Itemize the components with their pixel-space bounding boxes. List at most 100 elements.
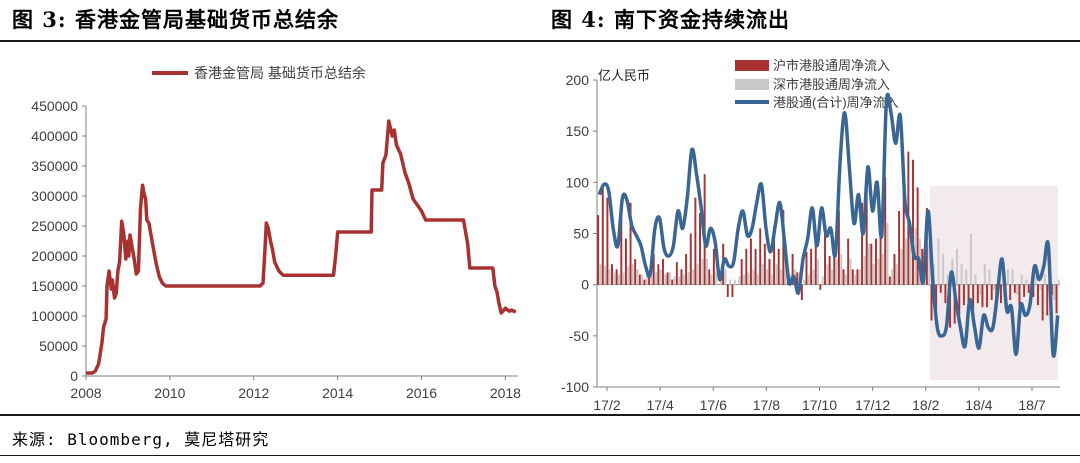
- chart2-bar-sh: [643, 279, 646, 285]
- chart2-bar-sh: [902, 177, 905, 285]
- chart2-x-tick-label: 17/4: [647, 397, 674, 413]
- chart2-bar-sz: [1016, 284, 1019, 295]
- chart2-bar-sz: [724, 269, 727, 285]
- chart2-bar-sh: [810, 248, 813, 285]
- chart2-legend-label-total: 港股通(合计)周净流入: [773, 95, 899, 110]
- chart2-bar-sz: [780, 269, 783, 285]
- chart2-unit-label: 亿人民币: [598, 68, 650, 83]
- chart2-bar-sh: [865, 172, 868, 285]
- chart2-y-tick-label: -50: [569, 328, 589, 344]
- chart2-bar-sz: [826, 264, 829, 285]
- chart2-bar-sh: [800, 284, 803, 301]
- chart2-bar-sz: [668, 272, 671, 285]
- chart2-bar-sz: [706, 259, 708, 285]
- chart2-bar-sh: [685, 253, 688, 285]
- chart2-bar-sh: [814, 238, 817, 285]
- chart1-x-tick-label: 2010: [154, 385, 185, 401]
- chart2-y-tick-label: 0: [581, 277, 589, 293]
- chart2-bar-sh: [661, 259, 664, 285]
- chart2-bar-sh: [870, 243, 873, 285]
- chart2-bar-sz: [844, 274, 847, 285]
- chart2-legend-swatch-sh: [735, 60, 769, 71]
- chart2-bar-sz: [710, 274, 713, 285]
- chart2-bar-sz: [1057, 279, 1060, 285]
- chart2-x-tick-label: 18/2: [912, 397, 939, 413]
- chart1-y-tick-label: 200000: [31, 248, 78, 264]
- chart2-bar-sh: [666, 272, 669, 285]
- chart2-bar-sh: [773, 233, 776, 285]
- chart2-bar-sz: [761, 264, 764, 285]
- chart2-bar-sz: [854, 274, 857, 285]
- chart2-bar-sz: [1025, 279, 1028, 285]
- chart2-bar-sz: [645, 276, 648, 285]
- chart2-bar-sh: [939, 284, 942, 293]
- chart2-bar-sz: [942, 253, 945, 285]
- chart2-bar-sh: [1027, 284, 1030, 293]
- chart2-bar-sz: [891, 269, 894, 285]
- chart1-x-tick-label: 2014: [322, 385, 353, 401]
- chart1-y-tick-label: 150000: [31, 278, 78, 294]
- chart2-bar-sz: [909, 233, 912, 285]
- chart2-bar-sz: [756, 274, 759, 285]
- chart2-bar-sz: [956, 248, 958, 285]
- chart2-y-tick-label: 50: [573, 226, 589, 242]
- chart2-bar-sz: [858, 269, 861, 285]
- figure3-title: 图 3: 香港金管局基础货币总结余: [12, 7, 339, 32]
- chart2-bar-sh: [759, 228, 762, 285]
- chart2-bar-sz: [960, 264, 963, 285]
- chart2-bar-sz: [965, 269, 968, 285]
- chart2-bar-sz: [673, 276, 676, 285]
- chart2-bar-sz: [937, 238, 940, 285]
- chart2-x-tick-label: 17/10: [802, 397, 837, 413]
- chart2-legend-label-sz: 深市港股通周净流入: [773, 77, 890, 92]
- chart2-bar-sz: [641, 274, 644, 285]
- chart2-bar-sh: [916, 187, 919, 285]
- chart2-bar-sh: [1055, 284, 1058, 314]
- chart2-bar-sz: [993, 284, 996, 290]
- chart2-bar-sz: [807, 274, 810, 285]
- chart2-bar-sh: [990, 284, 993, 301]
- chart2-bar-sh: [805, 251, 808, 285]
- chart2-y-tick-label: -100: [561, 379, 589, 395]
- chart1-y-tick-label: 250000: [31, 218, 78, 234]
- chart2-bar-sh: [611, 264, 614, 285]
- chart2-bar-sh: [861, 202, 864, 285]
- chart2-bar-sh: [601, 187, 604, 285]
- chart2-bar-sh: [981, 284, 984, 308]
- chart2-bar-sh: [851, 269, 854, 285]
- chart2-bar-sz: [928, 243, 931, 285]
- chart2-bar-sh: [638, 274, 641, 285]
- chart2-bar-sh: [898, 210, 901, 285]
- chart2-bar-sz: [696, 264, 699, 285]
- chart2-bar-sz: [747, 272, 750, 285]
- chart2-bar-sz: [983, 264, 986, 285]
- chart2-bar-sh: [912, 159, 914, 285]
- chart1-y-tick-label: 100000: [31, 308, 78, 324]
- chart2-bar-sh: [833, 243, 836, 285]
- chart2-bar-sz: [840, 253, 843, 285]
- chart2-bar-sz: [946, 274, 949, 285]
- chart2-bar-sh: [754, 248, 757, 285]
- chart2-bar-sh: [976, 284, 979, 304]
- chart2-x-tick-label: 17/12: [855, 397, 890, 413]
- chart2-bar-sh: [828, 256, 831, 285]
- chart2-bar-sz: [817, 259, 820, 285]
- chart2-bar-sh: [972, 284, 975, 311]
- chart2-bar-sh: [740, 259, 743, 285]
- chart2-bar-sz: [881, 253, 884, 285]
- chart2-bar-sh: [1018, 284, 1021, 311]
- chart2-bar-sh: [1041, 284, 1044, 321]
- chart2-bar-sh: [1037, 284, 1039, 306]
- chart2-bar-sz: [849, 259, 852, 285]
- chart2-bar-sz: [650, 274, 653, 285]
- page-end-rule: [0, 455, 1080, 456]
- chart2-bar-sz: [905, 238, 908, 285]
- chart2-x-tick-label: 17/2: [593, 397, 620, 413]
- chart2-bar-sh: [768, 259, 771, 285]
- chart2-bar-sh: [879, 223, 882, 285]
- chart2-bar-sz: [752, 269, 755, 285]
- chart1-y-tick-label: 400000: [31, 128, 78, 144]
- chart1-y-tick-label: 350000: [31, 158, 78, 174]
- chart2-bar-sh: [953, 284, 956, 324]
- chart2-bar-sz: [613, 272, 616, 285]
